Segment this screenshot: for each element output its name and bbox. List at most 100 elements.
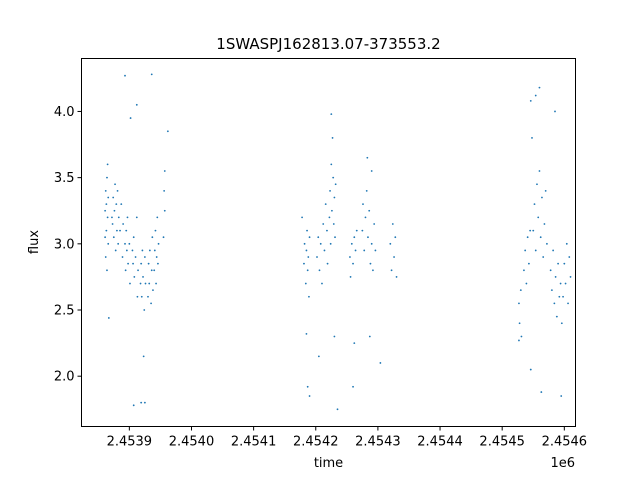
data-point xyxy=(326,262,329,265)
data-point xyxy=(542,256,545,258)
x-axis-label: time xyxy=(314,456,343,471)
data-point xyxy=(569,276,572,278)
data-point xyxy=(539,236,542,239)
data-point xyxy=(317,355,320,358)
data-point xyxy=(567,302,569,305)
y-tick-label: 4.0 xyxy=(54,105,75,120)
data-point xyxy=(157,262,159,265)
data-point xyxy=(520,335,523,338)
data-point xyxy=(317,236,320,239)
data-point xyxy=(354,249,357,252)
data-point xyxy=(540,391,543,393)
data-point xyxy=(129,282,131,285)
data-point xyxy=(307,256,310,258)
data-point xyxy=(303,242,306,245)
data-point xyxy=(140,295,143,298)
data-point xyxy=(528,262,530,265)
data-point xyxy=(379,362,382,364)
data-point xyxy=(104,189,107,192)
data-point xyxy=(390,269,393,272)
data-point xyxy=(150,269,153,272)
data-point xyxy=(565,242,568,245)
data-point xyxy=(104,209,107,212)
data-point xyxy=(104,236,107,239)
data-point xyxy=(538,86,541,89)
data-point xyxy=(148,249,151,252)
data-point xyxy=(113,209,116,212)
data-point xyxy=(366,156,369,159)
data-point xyxy=(393,256,395,258)
data-point xyxy=(163,170,166,172)
data-point xyxy=(353,342,356,344)
y-axis-ticks: 2.0 2.5 3.0 3.5 4.0 xyxy=(54,105,82,385)
data-point xyxy=(560,322,563,325)
data-point xyxy=(105,203,108,206)
data-point xyxy=(549,269,552,272)
data-point xyxy=(370,242,373,245)
data-point xyxy=(523,269,525,272)
data-point xyxy=(105,229,108,232)
data-point xyxy=(331,137,334,139)
data-point xyxy=(125,249,128,252)
data-point xyxy=(524,249,527,252)
data-point xyxy=(142,355,145,358)
data-point xyxy=(564,282,567,285)
data-point xyxy=(111,216,113,219)
data-point xyxy=(532,229,535,232)
data-point xyxy=(154,229,157,232)
plot-frame xyxy=(81,58,576,427)
data-point xyxy=(137,269,139,272)
data-point xyxy=(518,322,521,325)
data-point xyxy=(132,262,134,265)
data-point xyxy=(114,249,117,252)
data-point xyxy=(353,236,356,239)
data-point xyxy=(544,189,547,192)
data-point xyxy=(352,262,354,265)
data-point xyxy=(129,117,132,119)
data-point xyxy=(326,229,328,232)
data-point xyxy=(555,315,558,318)
data-point xyxy=(112,236,115,239)
data-point xyxy=(107,317,110,319)
data-point xyxy=(122,223,125,225)
data-point xyxy=(364,216,367,219)
data-point xyxy=(552,249,555,252)
x-tick-label: 2.4546 xyxy=(542,435,588,450)
data-point xyxy=(117,242,120,245)
data-point xyxy=(534,94,537,97)
data-point xyxy=(143,309,146,311)
data-point xyxy=(127,262,129,265)
data-point xyxy=(147,262,150,265)
data-point xyxy=(111,223,114,225)
data-point xyxy=(303,262,305,265)
data-point xyxy=(518,302,520,305)
data-point xyxy=(147,295,149,298)
data-point xyxy=(106,176,108,179)
x-axis-ticks: 2.4539 2.4540 2.4541 2.4542 2.4543 2.4544 2.45… xyxy=(107,426,588,450)
data-point xyxy=(140,401,143,404)
data-point xyxy=(306,229,308,232)
y-tick-label: 3.5 xyxy=(54,171,75,186)
data-point xyxy=(536,183,538,186)
data-point xyxy=(334,183,337,186)
data-point xyxy=(529,368,532,371)
data-point xyxy=(329,242,332,245)
data-point xyxy=(368,209,371,212)
data-point xyxy=(568,256,571,258)
data-point xyxy=(330,113,333,115)
data-point xyxy=(301,216,303,219)
data-point xyxy=(143,401,146,404)
data-point xyxy=(554,276,557,278)
data-point xyxy=(355,229,358,232)
data-point xyxy=(391,223,394,225)
x-tick-label: 2.4539 xyxy=(107,435,153,450)
data-point xyxy=(529,229,532,232)
data-point xyxy=(557,262,559,265)
data-point xyxy=(328,216,331,219)
data-point xyxy=(163,189,166,192)
data-point xyxy=(373,223,376,225)
data-point xyxy=(104,256,107,258)
data-point xyxy=(363,249,366,252)
data-point xyxy=(119,229,121,232)
